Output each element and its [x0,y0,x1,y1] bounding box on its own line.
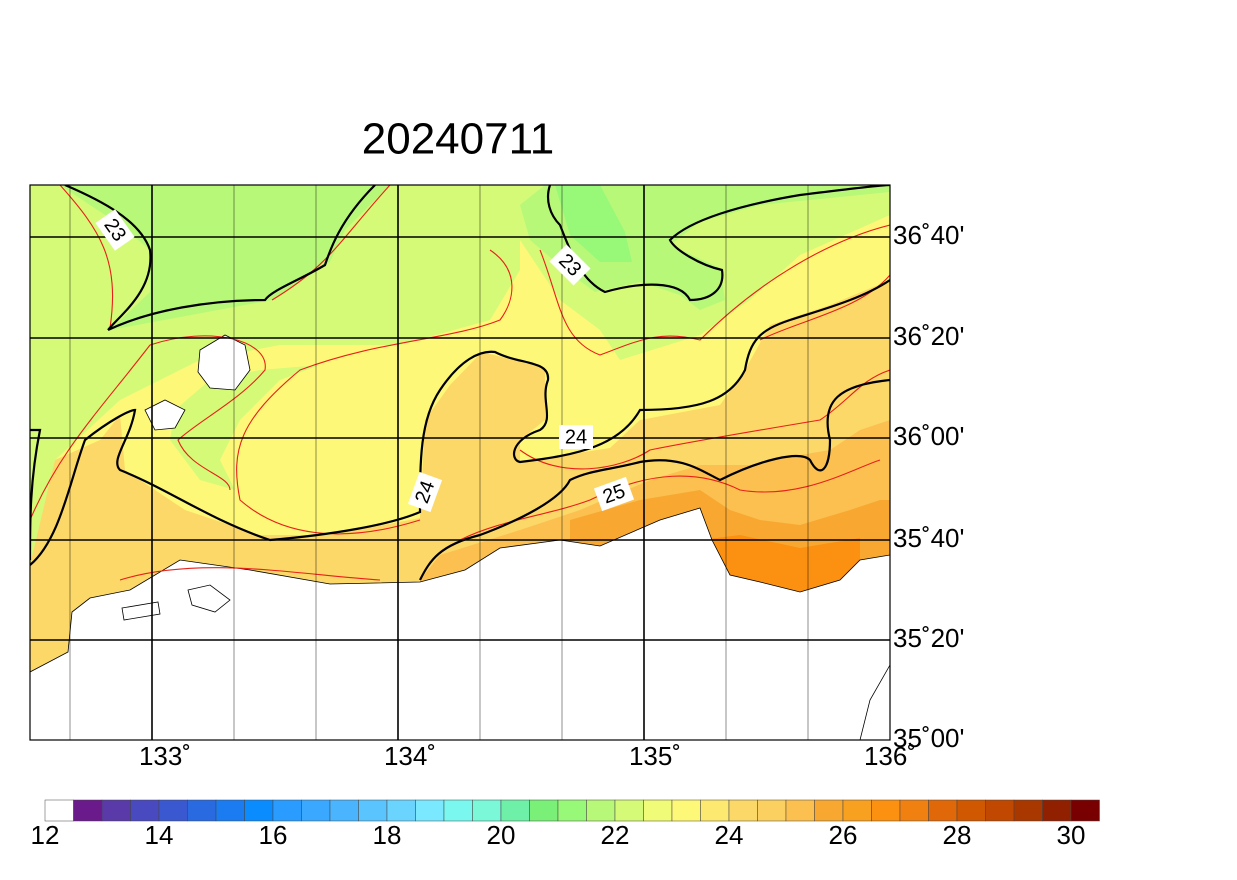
colorbar-swatch [244,799,274,822]
colorbar-swatch [472,799,502,822]
lat-label: 36˚40' [893,220,964,250]
colorbar-swatch [272,799,302,822]
colorbar-swatch [443,799,473,822]
colorbar-swatch [614,799,644,822]
contour-label-box [593,476,635,512]
colorbar-swatch [643,799,673,822]
contour-label-box [95,209,135,251]
colorbar-swatch [671,799,701,822]
map-frame [29,184,891,741]
colorbar-label: 20 [487,820,516,850]
contour-label-box [549,244,591,286]
colorbar-swatch [700,799,730,822]
colorbar-swatch [301,799,331,822]
contour-label: 24 [407,471,443,513]
colorbar-swatch [44,799,74,822]
colorbar-swatch [899,799,929,822]
colorbar-swatch [529,799,559,822]
colorbar-swatch [1013,799,1043,822]
contour-label: 25 [593,476,635,512]
colorbar-swatch [215,799,245,822]
colorbar-swatch [757,799,787,822]
contour-label-text: 24 [565,426,587,448]
colorbar-swatch [785,799,815,822]
colorbar-label: 16 [259,820,288,850]
axis-labels: 133˚ 134˚ 135˚ 136˚ 36˚40' 36˚20' 36˚00' 35˚40'… [139,220,964,771]
map-title: 20240711 [362,115,555,164]
colorbar-swatch [158,799,188,822]
lat-label: 35˚40' [893,523,964,553]
colorbar-swatch [985,799,1015,822]
colorbar-label: 14 [145,820,174,850]
lon-label: 135˚ [629,741,681,771]
colorbar-swatch [415,799,445,822]
colorbar-swatch [329,799,359,822]
lat-label: 35˚20' [893,623,964,653]
colorbar: 12 14 16 18 20 22 24 26 28 30 [31,799,1100,850]
lat-label: 35˚00' [893,723,964,753]
map-field [30,185,890,740]
lon-label: 134˚ [384,741,436,771]
colorbar-label: 24 [715,820,744,850]
colorbar-label: 18 [373,820,402,850]
lat-label: 36˚20' [893,321,964,351]
contour-label-box [407,471,443,513]
colorbar-swatch [728,799,758,822]
colorbar-swatch [1070,799,1100,822]
graticule [30,185,890,740]
colorbar-swatch [1042,799,1072,822]
colorbar-swatch [358,799,388,822]
colorbar-label: 26 [829,820,858,850]
colorbar-swatch [187,799,217,822]
colorbar-swatch [814,799,844,822]
colorbar-swatch [871,799,901,822]
colorbar-swatch [73,799,103,822]
lon-label: 136˚ [864,741,916,771]
colorbar-swatch [586,799,616,822]
colorbar-swatch [386,799,416,822]
contour-label: 24 [559,425,593,449]
colorbar-swatch [130,799,160,822]
colorbar-swatch [956,799,986,822]
colorbar-swatch [500,799,530,822]
colorbar-label: 12 [31,820,60,850]
colorbar-swatch [842,799,872,822]
colorbar-swatch [101,799,131,822]
contour-label-box [559,425,593,449]
lon-label: 133˚ [139,741,191,771]
colorbar-label: 28 [943,820,972,850]
colorbar-label: 30 [1057,820,1086,850]
colorbar-swatch [557,799,587,822]
colorbar-swatch [928,799,958,822]
lat-label: 36˚00' [893,421,964,451]
colorbar-label: 22 [601,820,630,850]
